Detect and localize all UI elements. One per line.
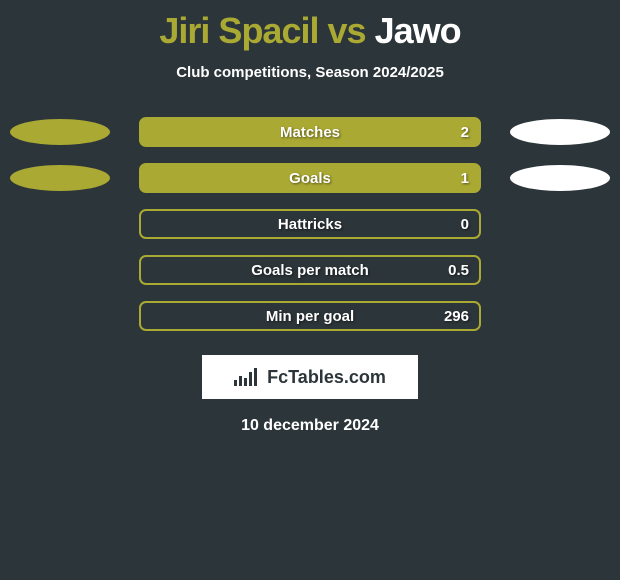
stat-label: Matches [280,124,340,141]
stat-bar: Goals per match 0.5 [139,255,481,285]
stat-label: Goals per match [251,262,369,279]
date-text: 10 december 2024 [0,417,620,435]
logo-chart-icon [234,368,257,386]
player2-name: Jawo [375,10,461,51]
logo-bar-icon [254,368,257,386]
stat-row: Min per goal 296 [20,293,600,339]
stat-row: Matches 2 [20,109,600,155]
stat-row: Goals per match 0.5 [20,247,600,293]
main-container: Jiri Spacil vs Jawo Club competitions, S… [0,0,620,445]
vs-text: vs [328,10,366,51]
logo-box: FcTables.com [202,355,418,399]
logo-text: FcTables.com [267,367,386,388]
comparison-title: Jiri Spacil vs Jawo [0,10,620,52]
stat-value: 0 [461,216,469,233]
logo-bar-icon [239,376,242,386]
stat-row: Hattricks 0 [20,201,600,247]
player2-ellipse [510,165,610,191]
logo-bar-icon [244,378,247,386]
stat-bar: Goals 1 [139,163,481,193]
stat-label: Hattricks [278,216,342,233]
stats-area: Matches 2 Goals 1 Hattricks 0 Goals per match 0… [0,109,620,339]
stat-value: 1 [461,170,469,187]
stat-row: Goals 1 [20,155,600,201]
player1-ellipse [10,119,110,145]
player2-ellipse [510,119,610,145]
subtitle-text: Club competitions, Season 2024/2025 [0,64,620,81]
logo-bar-icon [234,380,237,386]
stat-value: 0.5 [448,262,469,279]
stat-bar: Hattricks 0 [139,209,481,239]
stat-bar: Min per goal 296 [139,301,481,331]
stat-value: 296 [444,308,469,325]
logo-bar-icon [249,372,252,386]
player1-name: Jiri Spacil [159,10,318,51]
stat-label: Min per goal [266,308,354,325]
player1-ellipse [10,165,110,191]
stat-label: Goals [289,170,331,187]
stat-bar: Matches 2 [139,117,481,147]
stat-value: 2 [461,124,469,141]
